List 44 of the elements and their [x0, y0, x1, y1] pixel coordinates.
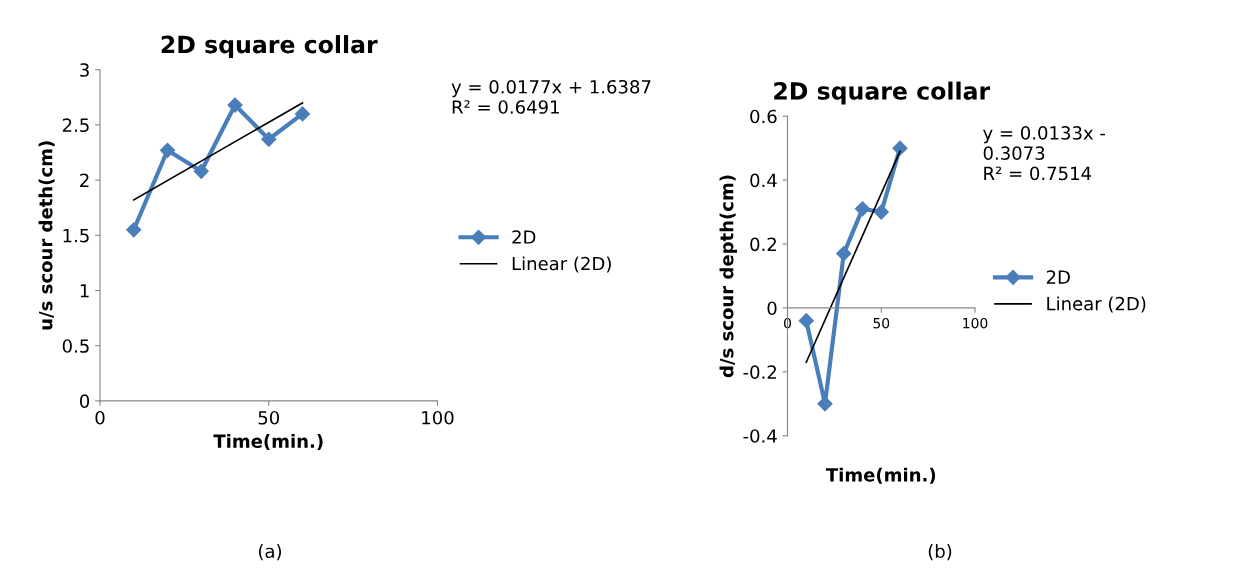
y-axis-title: u/s scour deth(cm)	[38, 141, 55, 330]
point	[227, 97, 243, 113]
x-axis-title: Time(min.)	[213, 434, 323, 451]
y-tick-label: 1.5	[63, 229, 89, 243]
y-tick-label: 0	[767, 301, 777, 316]
y-tick-label: 0	[79, 394, 90, 409]
text: (b)	[928, 544, 952, 561]
point	[159, 142, 176, 158]
point	[873, 204, 889, 220]
y-tick-label: 3	[80, 63, 89, 77]
y-axis-title: d/s scour depth(cm)	[719, 175, 737, 378]
point	[261, 131, 277, 147]
y-tick-label: 2.5	[62, 118, 89, 133]
y-tick-label: 1	[80, 284, 89, 298]
chart-title: 2D square collar	[161, 35, 378, 58]
point	[854, 201, 871, 217]
x-tick-label: 100	[963, 317, 988, 329]
legend-label: Linear (2D)	[1047, 296, 1146, 313]
point	[126, 222, 142, 238]
legend-label: 2D	[512, 230, 536, 244]
y-tick-label: 0.2	[750, 237, 776, 252]
chart-title: 2D square collar	[774, 81, 991, 105]
x-tick-label: 50	[258, 410, 280, 425]
text: (a)	[258, 544, 282, 561]
legend-label: 2D	[1046, 270, 1070, 284]
point	[836, 246, 852, 262]
x-tick-label: 100	[422, 410, 454, 425]
point	[193, 163, 209, 179]
y-tick-label: 0.4	[750, 173, 777, 188]
x-tick-label: 0	[95, 410, 105, 425]
point	[294, 106, 311, 122]
y-tick-label: 2	[80, 173, 89, 187]
point	[817, 396, 833, 412]
y-tick-label: 0.5	[62, 339, 89, 353]
point	[798, 313, 814, 329]
text: y = 0.0133x - 0.3073 R² = 0.7514	[983, 126, 1106, 181]
text: y = 0.0177x + 1.6387 R² = 0.6491	[451, 79, 651, 114]
x-axis-title: Time(min.)	[825, 467, 936, 484]
point	[892, 140, 908, 156]
y-tick-label: -0.4	[743, 429, 777, 443]
legend-label: Linear (2D)	[512, 256, 611, 273]
y-tick-label: -0.2	[743, 365, 776, 379]
y-tick-label: 0.6	[750, 109, 777, 124]
x-tick-label: 50	[873, 317, 890, 329]
